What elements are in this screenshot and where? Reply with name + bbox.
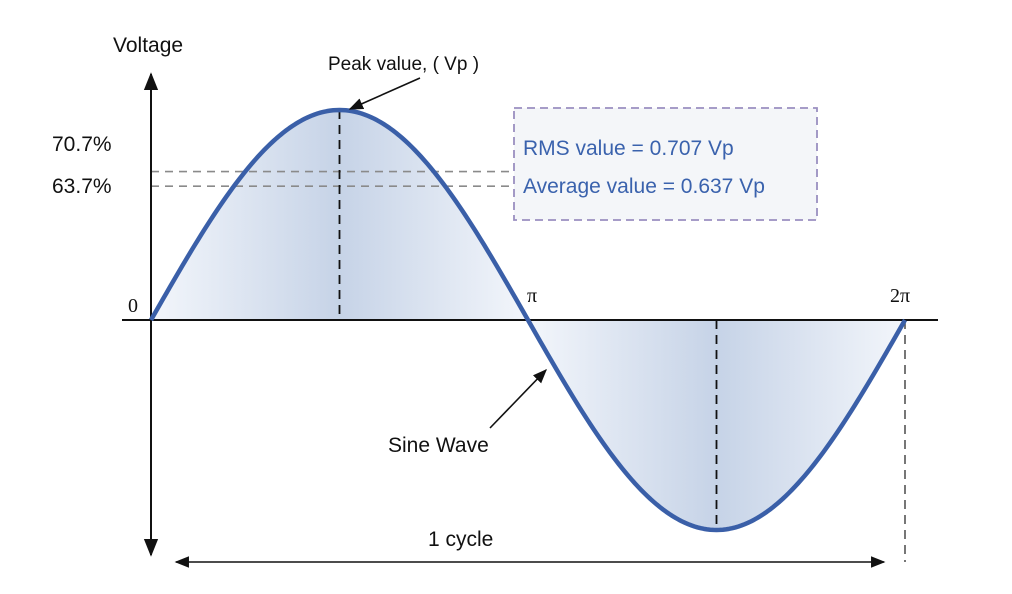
cycle-label: 1 cycle <box>428 528 493 551</box>
sine-wave-pointer-arrow <box>489 368 548 429</box>
pi-label: π <box>527 285 537 307</box>
sine-wave-label: Sine Wave <box>388 434 489 457</box>
y-axis-label: Voltage <box>113 34 183 57</box>
rms-value-text: RMS value = 0.707 Vp <box>523 137 734 160</box>
origin-label: 0 <box>128 295 138 317</box>
peak-value-label: Peak value, ( Vp ) <box>328 54 479 75</box>
two-pi-label: 2π <box>890 285 910 307</box>
peak-pointer-arrow <box>348 77 421 110</box>
average-value-text: Average value = 0.637 Vp <box>523 175 765 198</box>
sine-wave-curve <box>149 107 907 533</box>
average-percent-label: 63.7% <box>52 175 112 198</box>
rms-percent-label: 70.7% <box>52 133 112 156</box>
info-box <box>513 107 818 221</box>
